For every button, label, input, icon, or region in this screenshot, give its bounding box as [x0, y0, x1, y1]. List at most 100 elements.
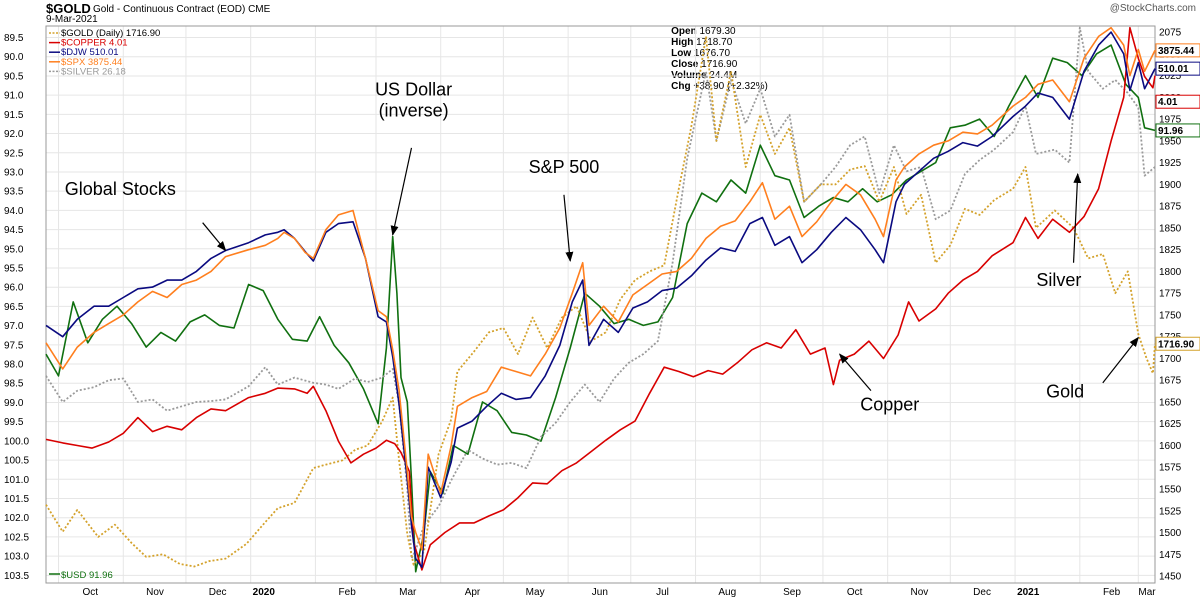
annotation-arrow [838, 353, 872, 392]
y-left-tick-label: 96.0 [4, 283, 24, 294]
price-tag-box [1155, 43, 1200, 58]
y-right-tick-label: 1675 [1159, 376, 1182, 387]
annotation-label: Copper [860, 395, 919, 415]
legend-label-silver: $SILVER 26.18 [61, 66, 126, 77]
annotation-arrow [1072, 172, 1082, 263]
series-line-silver [45, 26, 1156, 560]
annotation-label: Silver [1036, 270, 1081, 290]
y-left-tick-label: 90.5 [4, 71, 24, 82]
series-line-usd [45, 44, 1156, 573]
annotation-arrow [390, 147, 413, 236]
x-tick-label: Dec [973, 587, 991, 598]
y-right-tick-label: 1550 [1159, 485, 1182, 496]
price-tag-label: 510.01 [1158, 64, 1189, 75]
y-left-tick-label: 94.5 [4, 225, 24, 236]
y-left-tick-label: 101.0 [4, 475, 29, 486]
legend-label-spx: $SPX 3875.44 [61, 57, 122, 68]
ohlc-close: Close 1716.90 [671, 59, 738, 70]
y-right-tick-label: 2025 [1159, 71, 1182, 82]
y-right-tick-label: 1500 [1159, 528, 1182, 539]
x-tick-label: May [526, 587, 545, 598]
y-right-tick-label: 1925 [1159, 158, 1182, 169]
y-left-tick-label: 102.5 [4, 532, 29, 543]
plot-frame [45, 25, 1156, 584]
annotation-label: S&P 500 [529, 157, 600, 177]
x-tick-label: 2021 [1017, 587, 1040, 598]
y-right-tick-label: 1575 [1159, 463, 1182, 474]
series-line-djw [45, 31, 1156, 569]
y-right-tick-label: 1750 [1159, 310, 1182, 321]
y-left-tick-label: 94.0 [4, 206, 24, 217]
grid-lines [46, 26, 1155, 583]
y-right-tick-label: 1900 [1159, 180, 1182, 191]
y-left-tick-label: 93.5 [4, 187, 24, 198]
y-left-tick-label: 93.0 [4, 167, 24, 178]
y-left-tick-label: 97.5 [4, 340, 24, 351]
x-tick-label: Mar [1138, 587, 1156, 598]
y-right-tick-label: 1450 [1159, 572, 1182, 583]
y-left-tick-label: 98.5 [4, 379, 24, 390]
x-tick-label: Sep [783, 587, 801, 598]
annotation-arrow [202, 222, 227, 252]
legend: $GOLD (Daily) 1716.90$COPPER 4.01$DJW 51… [49, 28, 160, 581]
y-left-tick-label: 95.5 [4, 264, 24, 275]
x-tick-label: Dec [209, 587, 227, 598]
y-left-tick-label: 103.0 [4, 552, 29, 563]
y-left-tick-label: 89.5 [4, 33, 24, 44]
price-tag-label: 91.96 [1158, 126, 1183, 137]
price-tag-label: 4.01 [1158, 97, 1178, 108]
legend-label-copper: $COPPER 4.01 [61, 38, 128, 49]
y-right-tick-label: 1525 [1159, 506, 1182, 517]
y-right-tick-label: 1475 [1159, 550, 1182, 561]
price-tag-box [1155, 61, 1200, 76]
price-tag-label: 1716.90 [1158, 339, 1195, 350]
y-left-tick-label: 98.0 [4, 360, 24, 371]
ohlc-high: High 1718.70 [671, 37, 733, 48]
price-tag-box [1155, 336, 1200, 351]
y-right-tick-label: 1650 [1159, 397, 1182, 408]
price-tag-label: 3875.44 [1158, 46, 1195, 57]
price-tag-box [1155, 94, 1200, 109]
y-right-tick-label: 1775 [1159, 289, 1182, 300]
y-left-tick-label: 90.0 [4, 52, 24, 63]
x-tick-label: Jun [592, 587, 608, 598]
x-tick-label: Feb [1103, 587, 1121, 598]
annotation-arrow [1102, 336, 1139, 384]
annotation-label: Global Stocks [65, 179, 176, 199]
y-left-tick-label: 95.0 [4, 244, 24, 255]
x-tick-label: Apr [465, 587, 481, 598]
x-tick-label: Nov [911, 587, 929, 598]
y-left-tick-label: 96.5 [4, 302, 24, 313]
y-right-tick-label: 1975 [1159, 115, 1182, 126]
y-left-tick-label: 103.5 [4, 571, 29, 582]
symbol-title: $GOLD [46, 1, 91, 16]
ohlc-change: Chg +38.90 (+2.32%) [671, 81, 768, 92]
x-tick-label: Aug [718, 587, 736, 598]
x-tick-label: Mar [399, 587, 417, 598]
y-right-tick-label: 2075 [1159, 28, 1182, 39]
y-right-tick-label: 1800 [1159, 267, 1182, 278]
y-right-tick-label: 1850 [1159, 223, 1182, 234]
x-tick-label: Feb [339, 587, 357, 598]
series-line-spx [45, 26, 1156, 551]
y-left-tick-label: 99.5 [4, 417, 24, 428]
chart-date: 9-Mar-2021 [46, 14, 98, 25]
legend-label-gold: $GOLD (Daily) 1716.90 [61, 28, 160, 39]
y-right-tick-label: 1600 [1159, 441, 1182, 452]
ohlc-low: Low 1676.70 [671, 48, 731, 59]
y-left-tick-label: 92.0 [4, 129, 24, 140]
x-tick-label: Oct [847, 587, 863, 598]
y-left-tick-label: 92.5 [4, 148, 24, 159]
y-left-tick-label: 97.0 [4, 321, 24, 332]
legend-label-usd: $USD 91.96 [61, 570, 113, 581]
y-right-tick-label: 1950 [1159, 136, 1182, 147]
y-left-tick-label: 100.0 [4, 436, 29, 447]
x-tick-label: Nov [146, 587, 164, 598]
x-tick-label: 2020 [253, 587, 276, 598]
annotation-arrow [563, 194, 574, 262]
annotation-label: Gold [1046, 382, 1084, 402]
y-left-tick-label: 91.0 [4, 91, 24, 102]
y-left-tick-label: 100.5 [4, 456, 29, 467]
legend-label-djw: $DJW 510.01 [61, 47, 119, 58]
